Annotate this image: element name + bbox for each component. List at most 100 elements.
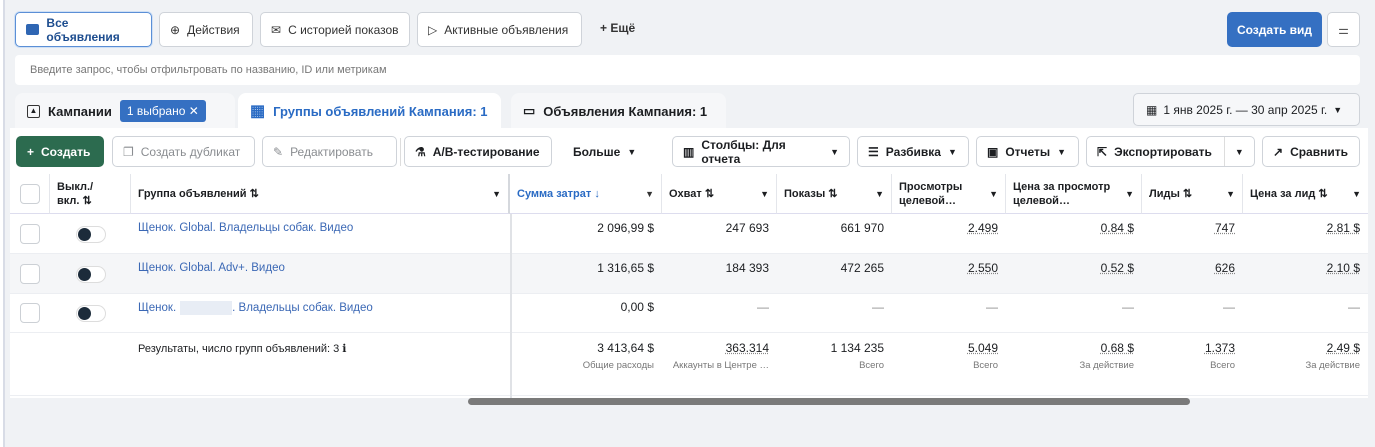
summary-reach: 363.314 Аккаунты в Центре …: [672, 341, 769, 371]
row-checkbox[interactable]: [20, 224, 40, 244]
edit-button[interactable]: ✎ Редактировать: [262, 136, 397, 167]
search-input[interactable]: Введите запрос, чтобы отфильтровать по н…: [15, 55, 1360, 85]
tab-ads[interactable]: ▭ Объявления Кампания: 1: [511, 93, 726, 129]
row-checkbox[interactable]: [20, 303, 40, 323]
duplicate-button[interactable]: ❐ Создать дубликат: [112, 136, 255, 167]
summary-leads: 1.373 Всего: [1204, 341, 1235, 371]
cell-spend: 0,00 $: [620, 300, 654, 314]
view-all-ads[interactable]: Все объявления: [15, 12, 152, 47]
caret-down-icon[interactable]: ▼: [1125, 188, 1134, 199]
caret-down-icon[interactable]: ▼: [492, 188, 501, 199]
col-leads[interactable]: Лиды ⇅ ▼: [1142, 174, 1243, 214]
view-active[interactable]: ▷ Активные объявления: [417, 12, 582, 47]
reports-button[interactable]: ▣ Отчеты ▼: [976, 136, 1079, 167]
breakdown-icon: ☰: [868, 144, 879, 159]
col-cpl[interactable]: Цена за лид ⇅ ▼: [1243, 174, 1368, 214]
col-name[interactable]: Группа объявлений ⇅ ▼: [131, 174, 510, 214]
cell-views: 2.499: [967, 221, 998, 235]
ab-test-button[interactable]: ⚗ A/B-тестирование: [404, 136, 552, 167]
cell-spend: 1 316,65 $: [597, 261, 654, 275]
col-toggle[interactable]: Выкл./ вкл. ⇅: [50, 174, 131, 214]
export-dropdown-caret[interactable]: ▼: [1223, 137, 1254, 166]
grid-icon: ▦: [250, 103, 266, 120]
caret-down-icon[interactable]: ▼: [1352, 188, 1361, 199]
create-view-button[interactable]: Создать вид: [1227, 12, 1322, 47]
cell-reach: 247 693: [725, 221, 769, 235]
col-cpv[interactable]: Цена за просмотр целевой… ▼: [1006, 174, 1142, 214]
adset-name-link[interactable]: Щенок. Global. Владельцы собак. Видео: [138, 222, 354, 234]
adset-name-link[interactable]: Щенок. Global. Adv+. Видео: [138, 262, 285, 274]
cell-leads: —: [1223, 300, 1235, 314]
breakdown-button[interactable]: ☰ Разбивка ▼: [857, 136, 969, 167]
col-views[interactable]: Просмотры целевой… ▼: [892, 174, 1006, 214]
redacted-block: [180, 301, 233, 315]
cell-cpv: 0.84 $: [1100, 221, 1134, 235]
table-row: [10, 293, 1368, 333]
export-button[interactable]: ⇱ Экспортировать ▼: [1086, 136, 1255, 167]
play-icon: ▷: [428, 22, 438, 37]
adset-name-link[interactable]: Щенок.. Владельцы собак. Видео: [138, 301, 373, 315]
cell-impressions: 472 265: [840, 261, 884, 275]
envelope-icon: ✉: [271, 22, 282, 37]
summary-views: 5.049 Всего: [967, 341, 998, 371]
table-row: [10, 214, 1368, 254]
reports-icon: ▣: [987, 144, 999, 159]
caret-down-icon[interactable]: ▼: [1226, 188, 1235, 199]
caret-down-icon: ▼: [1057, 146, 1067, 157]
frozen-divider: [510, 214, 512, 398]
info-icon[interactable]: ℹ: [342, 343, 347, 355]
compare-button[interactable]: ↗ Сравнить: [1262, 136, 1360, 167]
select-all-checkbox[interactable]: [20, 184, 40, 204]
calendar-icon: ▦: [1146, 102, 1158, 117]
cell-impressions: —: [872, 300, 884, 314]
row-toggle[interactable]: [76, 305, 106, 322]
col-reach[interactable]: Охват ⇅ ▼: [662, 174, 777, 214]
tab-adsets[interactable]: ▦ Группы объявлений Кампания: 1: [238, 93, 501, 129]
row-toggle[interactable]: [76, 226, 106, 243]
settings-sliders-icon[interactable]: ⚌: [1327, 12, 1360, 47]
cell-cpv: —: [1122, 300, 1134, 314]
arrow-up-circle-icon: ⊕: [170, 22, 181, 37]
caret-down-icon: ▼: [1333, 104, 1343, 115]
summary-cpl: 2.49 $ За действие: [1305, 341, 1360, 371]
close-icon[interactable]: ✕: [188, 104, 199, 118]
cell-impressions: 661 970: [840, 221, 884, 235]
caret-down-icon[interactable]: ▼: [875, 188, 884, 199]
more-button[interactable]: Больше ▼: [562, 136, 645, 167]
copy-icon: ❐: [123, 144, 134, 159]
caret-down-icon: ▼: [627, 146, 637, 157]
selected-badge[interactable]: 1 выбрано ✕: [119, 100, 206, 122]
columns-button[interactable]: ▥ Столбцы: Для отчета ▼: [672, 136, 850, 167]
view-history[interactable]: ✉ С историей показов: [260, 12, 410, 47]
cell-leads: 626: [1214, 261, 1235, 275]
create-button[interactable]: + Создать: [16, 136, 104, 167]
folder-icon: [26, 24, 40, 35]
summary-label: Результаты, число групп объявлений: 3 ℹ: [138, 343, 347, 355]
cell-reach: 184 393: [725, 261, 769, 275]
date-range-picker[interactable]: ▦ 1 янв 2025 г. — 30 апр 2025 г. ▼: [1133, 93, 1360, 126]
cell-cpl: —: [1348, 300, 1360, 314]
tab-campaigns[interactable]: ▲ Кампании 1 выбрано ✕: [15, 93, 235, 129]
cell-leads: 747: [1214, 221, 1235, 235]
campaign-icon: ▲: [27, 104, 40, 118]
summary-cpv: 0.68 $ За действие: [1079, 341, 1134, 371]
pencil-icon: ✎: [273, 144, 284, 159]
caret-down-icon[interactable]: ▼: [989, 188, 998, 199]
columns-icon: ▥: [683, 144, 695, 159]
window-icon: ▭: [523, 103, 536, 118]
more-views-button[interactable]: + Ещё: [600, 21, 636, 35]
row-checkbox[interactable]: [20, 264, 40, 284]
caret-down-icon[interactable]: ▼: [760, 188, 769, 199]
horizontal-scrollbar[interactable]: [468, 398, 1190, 405]
caret-down-icon[interactable]: ▼: [645, 188, 654, 199]
summary-row: [10, 333, 1368, 396]
col-impressions[interactable]: Показы ⇅ ▼: [777, 174, 892, 214]
chart-icon: ↗: [1273, 144, 1284, 159]
cell-cpl: 2.10 $: [1326, 261, 1360, 275]
row-toggle[interactable]: [76, 266, 106, 283]
cell-spend: 2 096,99 $: [597, 221, 654, 235]
caret-down-icon: ▼: [830, 146, 839, 157]
view-actions[interactable]: ⊕ Действия: [159, 12, 253, 47]
col-spend[interactable]: Сумма затрат ↓ ▼: [510, 174, 662, 214]
caret-down-icon: ▼: [947, 146, 957, 157]
